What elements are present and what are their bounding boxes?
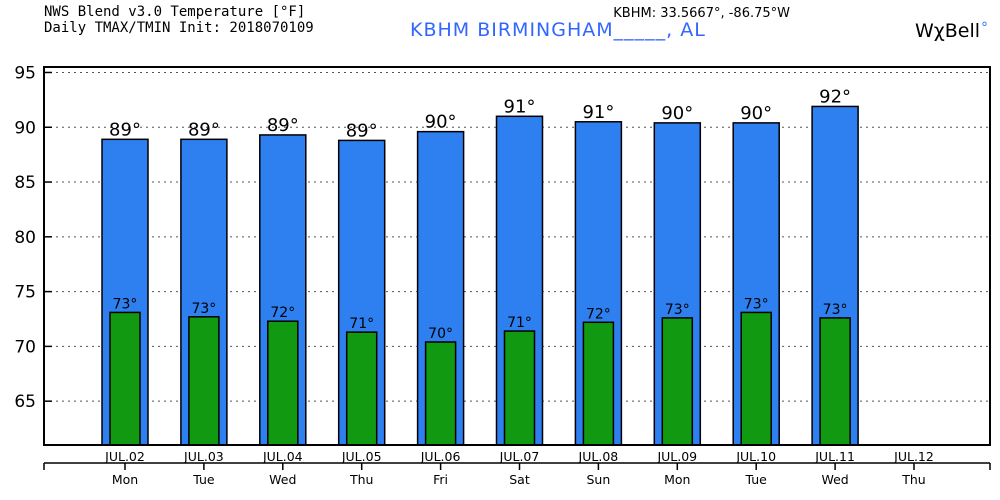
- tmax-label: 89°: [346, 120, 378, 141]
- x-weekday-label: Sat: [509, 472, 530, 487]
- tmin-label: 72°: [586, 306, 611, 322]
- tmax-label: 89°: [109, 119, 141, 140]
- y-tick-label: 90: [14, 118, 36, 138]
- brand-logo: WχBell°: [915, 20, 988, 42]
- y-tick-label: 95: [14, 63, 36, 83]
- x-date-label: JUL.05: [341, 449, 382, 464]
- x-weekday-label: Wed: [821, 472, 848, 487]
- tmin-label: 70°: [428, 326, 453, 342]
- y-tick-label: 85: [14, 173, 36, 193]
- x-date-label: JUL.06: [420, 449, 461, 464]
- chart-header: NWS Blend v3.0 Temperature [°F] Daily TMA…: [44, 4, 314, 36]
- tmax-label: 91°: [582, 102, 614, 123]
- tmin-label: 72°: [270, 305, 295, 321]
- y-tick-label: 80: [14, 228, 36, 248]
- x-weekday-label: Mon: [112, 472, 138, 487]
- x-date-label: JUL.07: [499, 449, 540, 464]
- tmin-label: 73°: [191, 301, 216, 317]
- x-weekday-label: Thu: [349, 472, 373, 487]
- y-tick-label: 65: [14, 392, 36, 412]
- x-date-label: JUL.03: [183, 449, 224, 464]
- y-tick-label: 70: [14, 337, 36, 357]
- tmin-label: 73°: [823, 302, 848, 318]
- x-axis: JUL.02 Mon JUL.03 Tue JUL.04 Wed JUL.05 Thu JUL.…: [43, 449, 991, 487]
- title-line-1: NWS Blend v3.0 Temperature [°F]: [44, 4, 306, 20]
- x-weekday-label: Sun: [587, 472, 611, 487]
- tmin-bar: [345, 331, 378, 446]
- tmax-label: 90°: [661, 103, 693, 124]
- station-coordinates: KBHM: 33.5667°, -86.75°W: [613, 6, 790, 21]
- tmax-label: 89°: [267, 115, 299, 136]
- x-date-label: JUL.08: [578, 449, 619, 464]
- x-date-label: JUL.02: [104, 449, 145, 464]
- tmin-bar: [109, 311, 141, 446]
- x-weekday-label: Tue: [192, 472, 215, 487]
- brand-name: WχBell: [914, 20, 980, 42]
- tmin-bar: [740, 311, 772, 446]
- tmin-bar: [661, 317, 694, 446]
- tmin-label: 73°: [744, 296, 769, 312]
- x-weekday-label: Fri: [433, 472, 448, 487]
- tmax-label: 92°: [819, 86, 851, 107]
- x-date-label: JUL.11: [814, 449, 855, 464]
- title-line-2: Daily TMAX/TMIN Init: 2018070109: [44, 20, 314, 36]
- x-date-label: JUL.09: [656, 449, 697, 464]
- x-date-label: JUL.04: [262, 449, 303, 464]
- tmax-label: 90°: [425, 112, 457, 133]
- tmax-label: 90°: [740, 103, 772, 124]
- bar-labels: 89° 73° 89° 73° 89° 72° 89° 71° 90° 70° 91° 71° 91° 7…: [109, 86, 851, 342]
- x-weekday-label: Thu: [901, 472, 925, 487]
- x-date-label: JUL.12: [893, 449, 934, 464]
- x-date-label: JUL.10: [735, 449, 776, 464]
- y-tick-label: 75: [14, 283, 36, 303]
- plot-frame: [43, 66, 991, 446]
- tmin-bar: [267, 320, 299, 446]
- x-weekday-label: Wed: [269, 472, 296, 487]
- tmin-label: 71°: [349, 316, 374, 332]
- tmin-label: 73°: [113, 296, 138, 312]
- tmin-label: 73°: [665, 302, 690, 318]
- tmin-bar: [424, 341, 457, 446]
- bars-group: [101, 105, 859, 446]
- tmin-bar: [582, 321, 615, 446]
- tmin-bar: [819, 317, 851, 446]
- brand-dot-icon: °: [981, 20, 988, 36]
- tmax-label: 89°: [188, 119, 220, 140]
- y-axis-labels: 65 70 75 80 85 90 95: [14, 63, 52, 412]
- tmin-bar: [503, 330, 536, 446]
- x-weekday-label: Mon: [664, 472, 690, 487]
- tmin-label: 71°: [507, 315, 532, 331]
- station-name: KBHM BIRMINGHAM_____, AL: [410, 19, 706, 41]
- tmin-bar: [188, 316, 220, 446]
- x-weekday-label: Tue: [745, 472, 768, 487]
- tmax-label: 91°: [504, 96, 536, 117]
